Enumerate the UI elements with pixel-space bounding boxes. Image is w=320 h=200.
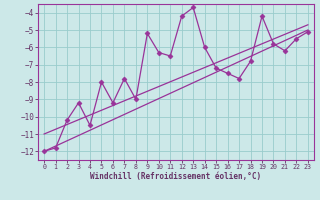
X-axis label: Windchill (Refroidissement éolien,°C): Windchill (Refroidissement éolien,°C) xyxy=(91,172,261,181)
